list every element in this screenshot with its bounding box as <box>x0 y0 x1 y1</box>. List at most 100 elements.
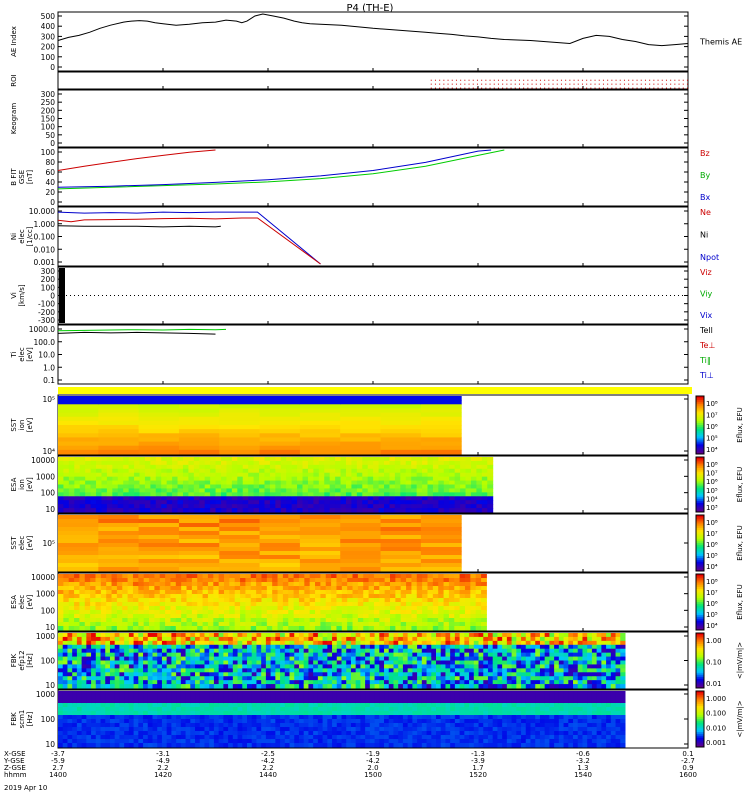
heatmap-cell <box>573 633 578 637</box>
heatmap-cell <box>264 457 270 461</box>
heatmap-cell <box>129 672 134 676</box>
heatmap-cell <box>324 500 330 504</box>
heatmap-cell <box>587 680 592 684</box>
heatmap-cell <box>616 649 621 653</box>
heatmap-cell <box>101 602 107 607</box>
heatmap-cell <box>481 594 487 599</box>
heatmap-cell <box>115 633 120 637</box>
heatmap-cell <box>271 633 276 637</box>
heatmap-cell <box>356 657 361 661</box>
heatmap-cell <box>411 485 417 489</box>
heatmap-cell <box>106 574 112 579</box>
heatmap-cell <box>319 485 325 489</box>
colorbar-tick: 10⁷ <box>706 589 718 597</box>
heatmap-cell <box>422 590 428 595</box>
heatmap-cell <box>247 653 252 657</box>
heatmap-cell <box>98 413 139 418</box>
heatmap-cell <box>320 602 326 607</box>
heatmap-cell <box>256 578 262 583</box>
heatmap-cell <box>243 508 249 512</box>
heatmap-cell <box>342 602 348 607</box>
heatmap-cell <box>406 477 412 481</box>
heatmap-cell <box>324 477 330 481</box>
heatmap-cell <box>370 653 375 657</box>
heatmap-cell <box>261 594 267 599</box>
roi-dot <box>544 84 545 85</box>
heatmap-cell <box>488 645 493 649</box>
heatmap-cell <box>266 657 271 661</box>
heatmap-cell <box>190 668 195 672</box>
heatmap-cell <box>156 465 162 469</box>
heatmap-cell <box>444 574 450 579</box>
roi-dot <box>658 80 659 81</box>
heatmap-cell <box>58 465 64 469</box>
heatmap-cell <box>248 465 254 469</box>
heatmap-cell <box>107 469 113 473</box>
heatmap-cell <box>370 661 375 665</box>
heatmap-cell <box>203 586 209 591</box>
heatmap-cell <box>299 586 305 591</box>
heatmap-cell <box>379 641 384 645</box>
heatmap-cell <box>357 473 363 477</box>
heatmap-cell <box>436 676 441 680</box>
heatmap-cell <box>224 590 230 595</box>
heatmap-cell <box>411 614 417 619</box>
heatmap-cell <box>470 590 476 595</box>
heatmap-cell <box>58 535 99 540</box>
heatmap-cell <box>384 485 390 489</box>
heatmap-cell <box>138 676 143 680</box>
heatmap-cell <box>266 664 271 668</box>
heatmap-cell <box>449 618 455 623</box>
heatmap-cell <box>379 488 385 492</box>
roi-dot <box>473 80 474 81</box>
heatmap-cell <box>375 661 380 665</box>
heatmap-cell <box>96 485 102 489</box>
heatmap-cell <box>58 637 63 641</box>
heatmap-cell <box>58 606 64 611</box>
heatmap-cell <box>422 661 427 665</box>
heatmap-cell <box>110 684 115 688</box>
heatmap-cell <box>310 590 316 595</box>
heatmap-cell <box>512 664 517 668</box>
heatmap-cell <box>58 664 63 668</box>
heatmap-cell <box>324 473 330 477</box>
heatmap-cell <box>261 672 266 676</box>
heatmap-cell <box>554 661 559 665</box>
heatmap-cell <box>133 582 139 587</box>
heatmap-cell <box>170 606 176 611</box>
heatmap-cell <box>466 461 472 465</box>
heatmap-cell <box>368 481 374 485</box>
heatmap-cell <box>564 668 569 672</box>
heatmap-cell <box>107 496 113 500</box>
heatmap-cell <box>161 504 167 508</box>
roi-dot <box>498 80 499 81</box>
heatmap-cell <box>389 637 394 641</box>
heatmap-cell <box>226 473 232 477</box>
heatmap-cell <box>476 481 482 485</box>
heatmap-cell <box>412 645 417 649</box>
heatmap-cell <box>285 664 290 668</box>
heatmap-cell <box>58 469 64 473</box>
heatmap-cell <box>219 590 225 595</box>
heatmap-cell <box>210 473 216 477</box>
heatmap-cell <box>454 626 460 631</box>
heatmap-cell <box>384 633 389 637</box>
heatmap-cell <box>578 657 583 661</box>
heatmap-cell <box>256 618 262 623</box>
heatmap-cell <box>178 508 184 512</box>
heatmap-cell <box>365 672 370 676</box>
heatmap-cell <box>242 684 247 688</box>
heatmap-cell <box>148 649 153 653</box>
heatmap-cell <box>187 610 193 615</box>
roi-dot <box>611 88 612 89</box>
heatmap-cell <box>237 461 243 465</box>
heatmap-cell <box>134 649 139 653</box>
heatmap-cell <box>481 614 487 619</box>
heatmap-cell <box>204 645 209 649</box>
heatmap-cell <box>266 668 271 672</box>
heatmap-cell <box>347 582 353 587</box>
heatmap-cell <box>105 676 110 680</box>
heatmap-cell <box>124 672 129 676</box>
